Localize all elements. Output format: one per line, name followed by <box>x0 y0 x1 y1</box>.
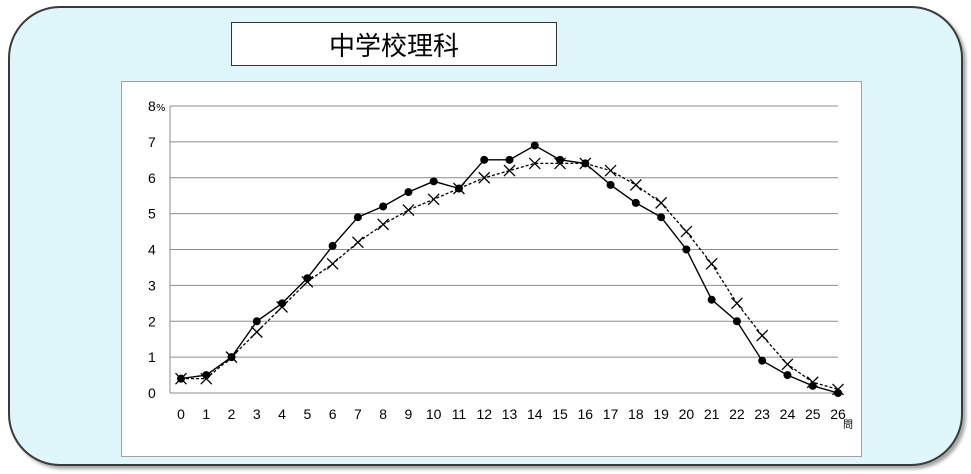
x-tick-label: 24 <box>780 406 796 422</box>
series-1-point <box>682 245 691 254</box>
series-2-point <box>478 171 491 184</box>
x-tick-label: 15 <box>552 406 568 422</box>
series-1-point <box>732 317 741 326</box>
x-tick-label: 5 <box>303 406 311 422</box>
series-2-point <box>301 275 314 288</box>
y-tick-labels: 0 1 2 3 4 5 6 7 8 <box>148 98 156 401</box>
y-axis-unit: % <box>156 103 166 114</box>
series-2-point <box>250 326 263 338</box>
x-tick-label: 4 <box>278 406 286 422</box>
series-2-point <box>579 157 592 170</box>
y-tick-label: 4 <box>148 242 156 258</box>
x-tick-label: 17 <box>603 406 619 422</box>
series-1-point <box>783 371 792 380</box>
series-2-point <box>705 257 718 270</box>
x-tick-label: 12 <box>476 406 492 422</box>
y-tick-label: 1 <box>148 349 156 365</box>
x-tick-label: 14 <box>527 406 543 422</box>
series-2-point <box>326 257 339 270</box>
x-tick-label: 21 <box>704 406 720 422</box>
series-2-point <box>604 164 617 177</box>
series-2-point <box>528 157 541 170</box>
x-tick-label: 3 <box>253 406 261 422</box>
x-tick-label: 19 <box>653 406 669 422</box>
y-tick-label: 2 <box>148 313 156 329</box>
plot-area-frame <box>121 81 862 457</box>
series-2-point <box>655 196 668 209</box>
series-2-point <box>680 225 693 238</box>
x-tick-label: 16 <box>578 406 594 422</box>
series-2-point <box>730 297 743 310</box>
x-tick-labels: 0 1 2 3 4 5 6 7 8 9 10 11 12 13 14 15 16 17 18 19 20 21 22 23 24… <box>177 406 846 422</box>
series-2-point <box>175 372 187 385</box>
series-1-point <box>404 188 413 197</box>
y-tick-label: 3 <box>148 277 156 293</box>
series-1-point <box>328 241 337 250</box>
series-1-point <box>480 155 489 164</box>
series-2-line <box>181 162 839 391</box>
series-2-point <box>427 193 440 206</box>
x-tick-label: 26 <box>830 406 846 422</box>
series-group <box>175 141 844 397</box>
series-1-point <box>707 295 716 304</box>
gridlines <box>169 105 838 394</box>
series-1-line <box>180 144 839 394</box>
series-2-point <box>503 164 516 177</box>
x-tick-label: 22 <box>729 406 745 422</box>
series-1-point <box>631 198 640 207</box>
x-axis-unit: 問 <box>843 419 853 431</box>
x-tick-label: 13 <box>502 406 518 422</box>
y-tick-label: 5 <box>148 206 156 222</box>
series-2-point <box>351 236 364 249</box>
x-tick-label: 23 <box>754 406 770 422</box>
series-1-point <box>758 356 767 365</box>
series-2-point <box>756 329 769 342</box>
x-tick-label: 20 <box>679 406 695 422</box>
y-tick-label: 0 <box>148 385 156 401</box>
x-tick-label: 9 <box>405 406 413 422</box>
series-1-point <box>606 180 615 189</box>
series-2-point <box>276 300 289 313</box>
series-2-point <box>200 372 213 385</box>
x-tick-label: 11 <box>452 406 467 422</box>
y-tick-label: 8 <box>148 98 156 114</box>
series-1-point <box>530 141 539 150</box>
x-tick-label: 7 <box>354 406 362 422</box>
x-tick-label: 0 <box>177 406 185 422</box>
series-1-point <box>657 213 666 222</box>
x-tick-label: 8 <box>379 406 387 422</box>
x-tick-label: 10 <box>426 406 442 422</box>
series-2-point <box>402 204 415 216</box>
series-2-point <box>554 157 566 170</box>
x-tick-label: 1 <box>202 406 210 422</box>
series-2-point <box>832 383 844 396</box>
series-2-point <box>806 376 819 389</box>
series-1-point <box>252 317 261 326</box>
series-1-point <box>429 177 438 186</box>
y-tick-label: 7 <box>148 134 156 150</box>
series-1-point <box>353 213 362 222</box>
series-2-point <box>453 182 465 195</box>
series-2-point <box>377 218 390 231</box>
series-2-point <box>225 351 238 364</box>
series-2-point <box>781 358 794 371</box>
y-tick-label: 6 <box>148 170 156 186</box>
x-tick-label: 2 <box>228 406 236 422</box>
x-tick-label: 6 <box>329 406 337 422</box>
chart-title: 中学校理科 <box>231 22 557 66</box>
series-2-point <box>629 178 642 191</box>
x-tick-label: 25 <box>805 406 821 422</box>
series-1-point <box>379 202 388 211</box>
x-tick-label: 18 <box>628 406 644 422</box>
series-1-point <box>505 155 514 164</box>
